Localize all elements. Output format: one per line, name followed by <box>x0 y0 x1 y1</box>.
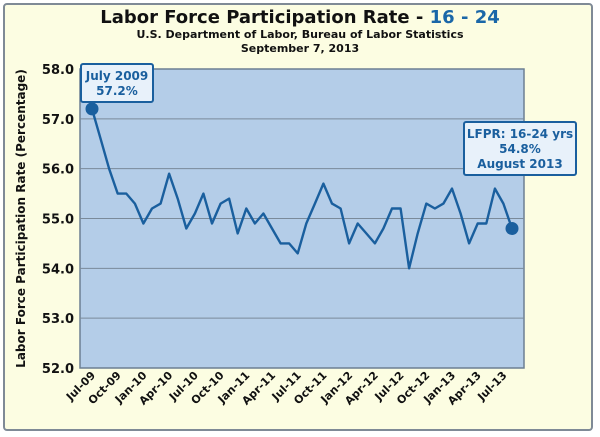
y-tick-label: 54.0 <box>42 262 74 277</box>
chart-title-accent: 16 - 24 <box>430 7 500 28</box>
gridlines <box>80 118 524 319</box>
chart-subtitle-date: September 7, 2013 <box>241 42 359 55</box>
chart-title: Labor Force Participation Rate - 16 - 24 <box>100 7 500 28</box>
annotation-text: July 2009 <box>85 69 149 83</box>
annotation-box <box>463 121 577 176</box>
y-axis-ticks: 52.0 53.0 54.0 55.0 56.0 57.0 58.0 <box>42 63 74 377</box>
series-line <box>90 108 514 270</box>
x-axis-ticks: Jul-09Oct-09Jan-10Apr-10Jul-10Oct-10Jan-… <box>63 369 509 408</box>
annotation-text: 54.8% <box>499 142 541 156</box>
y-tick-label: 56.0 <box>42 163 74 178</box>
y-tick-label: 57.0 <box>42 113 74 128</box>
highlight-point <box>505 221 519 235</box>
annotation-box <box>80 63 154 103</box>
annotation-text: LFPR: 16-24 yrs <box>467 127 573 141</box>
y-tick-label: 52.0 <box>42 362 74 377</box>
y-tick-label: 53.0 <box>42 312 74 327</box>
chart-subtitle-source: U.S. Department of Labor, Bureau of Labo… <box>136 28 464 41</box>
y-axis-label: Labor Force Participation Rate (Percenta… <box>14 69 28 368</box>
highlight-point <box>85 102 99 116</box>
y-tick-label: 55.0 <box>42 213 74 228</box>
annotation-text: August 2013 <box>477 157 562 171</box>
y-tick-label: 58.0 <box>42 63 74 78</box>
annotation-text: 57.2% <box>96 84 138 98</box>
